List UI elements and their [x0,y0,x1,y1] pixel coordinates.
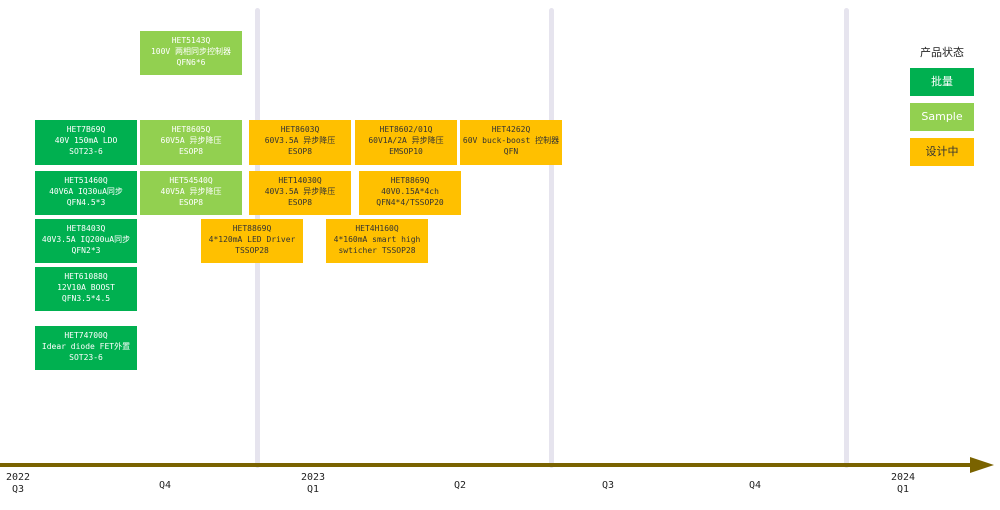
product-box[interactable]: HET5143Q 100V 两相同步控制器 QFN6*6 [140,31,242,75]
legend-sample: Sample [910,103,974,131]
timeline-arrow-icon [970,457,994,473]
divider-2023-h2 [549,8,554,468]
tick-2022-q3: 2022 Q3 [5,472,31,495]
legend-mass: 批量 [910,68,974,96]
tick-2024-q1: 2024 Q1 [890,472,916,495]
product-box[interactable]: HET54540Q 40V5A 异步降压 ESOP8 [140,171,242,215]
product-box[interactable]: HET51460Q 40V6A IQ30uA同步 QFN4.5*3 [35,171,137,215]
product-box[interactable]: HET14030Q 40V3.5A 异步降压 ESOP8 [249,171,351,215]
tick-q3: Q3 [601,480,615,491]
tick-q4: Q4 [158,480,172,491]
tick-q2: Q2 [453,480,467,491]
product-box[interactable]: HET4262Q 60V buck-boost 控制器 QFN [460,120,562,165]
tick-q4-2023: Q4 [748,480,762,491]
product-box[interactable]: HET8869Q 40V0.15A*4ch QFN4*4/TSSOP20 [359,171,461,215]
tick-2023-q1: 2023 Q1 [300,472,326,495]
product-box[interactable]: HET74700Q Idear diode FET外置 SOT23-6 [35,326,137,370]
product-box[interactable]: HET61088Q 12V10A BOOST QFN3.5*4.5 [35,267,137,311]
legend-design: 设计中 [910,138,974,166]
legend-title: 产品状态 [920,46,964,59]
product-box[interactable]: HET8605Q 60V5A 异步降压 ESOP8 [140,120,242,165]
timeline-axis [0,463,972,467]
divider-2024 [844,8,849,468]
product-box[interactable]: HET7B69Q 40V 150mA LDO SOT23-6 [35,120,137,165]
product-box[interactable]: HET8603Q 60V3.5A 异步降压 ESOP8 [249,120,351,165]
product-box[interactable]: HET4H160Q 4*160mA smart high swticher TSSO… [326,219,428,263]
product-box[interactable]: HET8403Q 40V3.5A IQ200uA同步 QFN2*3 [35,219,137,263]
product-box[interactable]: HET8602/01Q 60V1A/2A 异步降压 EMSOP10 [355,120,457,165]
product-box[interactable]: HET8869Q 4*120mA LED Driver TSSOP28 [201,219,303,263]
